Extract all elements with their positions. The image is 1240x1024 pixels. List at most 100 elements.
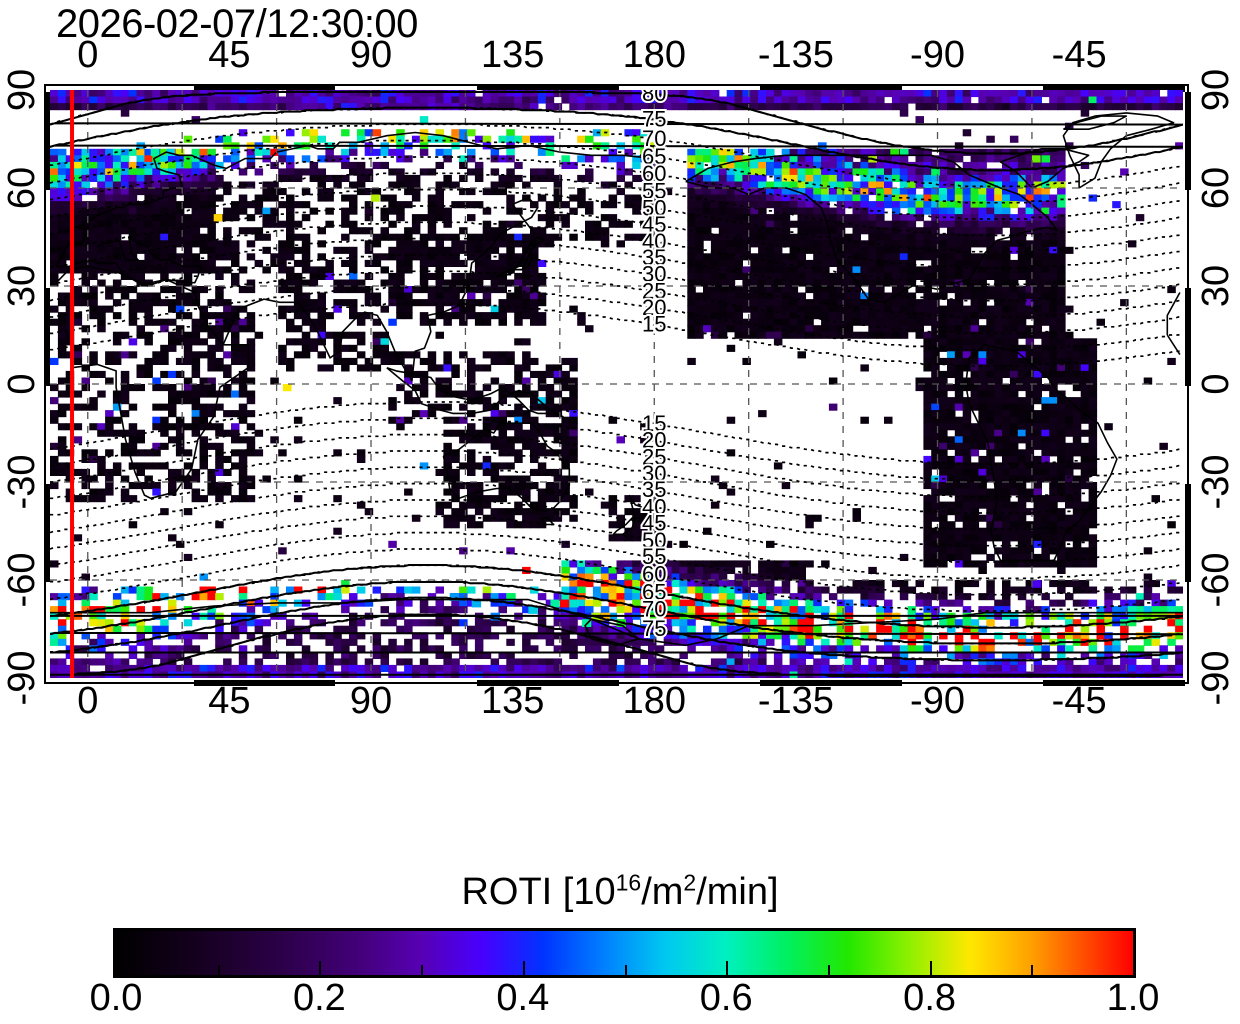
roti-cell	[954, 384, 964, 392]
roti-cell	[718, 331, 728, 339]
roti-cell	[978, 272, 987, 280]
roti-cell	[931, 482, 940, 490]
roti-cell	[490, 227, 500, 235]
roti-cell	[970, 259, 980, 267]
roti-cell	[836, 148, 846, 156]
roti-cell	[545, 370, 555, 378]
roti-cell	[175, 103, 185, 111]
roti-cell	[506, 148, 515, 156]
roti-cell	[931, 586, 940, 594]
roti-cell	[1033, 207, 1042, 215]
roti-cell	[443, 377, 452, 385]
roti-cell	[970, 174, 980, 182]
roti-cell	[805, 312, 814, 320]
map-panel[interactable]: 80 80 75 75 70 70 65 65 60 60 55 55 50 50 45 45 40 40 35 35…	[44, 84, 1191, 686]
roti-cell	[954, 482, 964, 490]
roti-cell	[223, 253, 232, 261]
roti-cell	[947, 351, 956, 359]
roti-cell	[301, 292, 311, 300]
roti-cell	[443, 501, 452, 509]
roti-cell	[1112, 103, 1121, 111]
roti-cell	[1025, 455, 1035, 463]
roti-cell	[215, 194, 224, 202]
roti-cell	[530, 272, 539, 280]
roti-cell	[585, 580, 594, 588]
roti-cell	[718, 246, 728, 254]
roti-cell	[317, 90, 326, 98]
roti-cell	[199, 416, 208, 424]
roti-cell	[994, 488, 1003, 496]
roti-cell	[1057, 292, 1066, 300]
roti-cell	[978, 325, 987, 333]
roti-cell	[231, 207, 240, 215]
roti-cell	[89, 220, 98, 228]
roti-cell	[238, 286, 248, 294]
roti-cell	[1025, 312, 1035, 320]
roti-cell	[105, 423, 114, 431]
roti-cell	[923, 357, 932, 365]
roti-cell	[742, 240, 751, 248]
roti-cell	[766, 305, 775, 313]
roti-cell	[978, 436, 987, 444]
roti-cell	[152, 377, 161, 385]
roti-cell	[262, 207, 271, 215]
roti-cell	[695, 201, 704, 209]
roti-cell	[396, 259, 405, 267]
roti-cell	[758, 566, 767, 574]
roti-cell	[773, 279, 783, 287]
roti-cell	[270, 207, 279, 215]
roti-cell	[207, 593, 216, 601]
roti-cell	[962, 397, 972, 405]
roti-cell	[766, 90, 775, 98]
roti-cell	[844, 214, 854, 222]
roti-cell	[522, 410, 531, 418]
top-axis-tick-label: 90	[349, 34, 393, 76]
roti-cell	[994, 214, 1003, 222]
roti-cell	[805, 586, 814, 594]
roti-cell	[742, 233, 751, 241]
roti-cell	[136, 468, 145, 476]
roti-cell	[293, 279, 303, 287]
roti-cell	[1002, 468, 1011, 476]
roti-cell	[695, 233, 704, 241]
roti-cell	[553, 103, 563, 111]
roti-cell	[246, 442, 256, 450]
roti-cell	[175, 436, 185, 444]
roti-cell	[986, 416, 995, 424]
roti-cell	[773, 312, 783, 320]
roti-cell	[1017, 423, 1027, 431]
roti-cell	[1009, 292, 1019, 300]
roti-cell	[293, 436, 303, 444]
roti-cell	[1072, 357, 1082, 365]
roti-cell	[372, 161, 382, 169]
roti-cell	[742, 214, 751, 222]
roti-cell	[923, 90, 932, 98]
roti-cell	[766, 566, 775, 574]
roti-cell	[459, 279, 468, 287]
roti-cell	[136, 436, 145, 444]
roti-cell	[215, 266, 224, 274]
roti-cell	[632, 586, 641, 594]
roti-cell	[687, 103, 696, 111]
roti-cell	[514, 482, 523, 490]
roti-cell	[687, 286, 696, 294]
roti-cell	[876, 299, 885, 307]
roti-cell	[1002, 279, 1011, 287]
roti-cell	[876, 188, 885, 196]
roti-cell	[97, 168, 106, 176]
roti-cell	[246, 423, 256, 431]
roti-cell	[577, 201, 586, 209]
roti-cell	[868, 259, 877, 267]
roti-cell	[105, 286, 114, 294]
roti-cell	[726, 240, 736, 248]
roti-cell	[112, 593, 122, 601]
roti-cell	[57, 161, 67, 169]
roti-cell	[168, 410, 177, 418]
roti-cell	[301, 299, 311, 307]
roti-cell	[899, 553, 909, 561]
map-plot-area[interactable]: 80 80 75 75 70 70 65 65 60 60 55 55 50 50 45 45 40 40 35 35…	[50, 90, 1183, 678]
roti-cell	[931, 161, 940, 169]
roti-cell	[813, 220, 822, 228]
roti-cell	[923, 168, 932, 176]
roti-cell	[152, 168, 161, 176]
